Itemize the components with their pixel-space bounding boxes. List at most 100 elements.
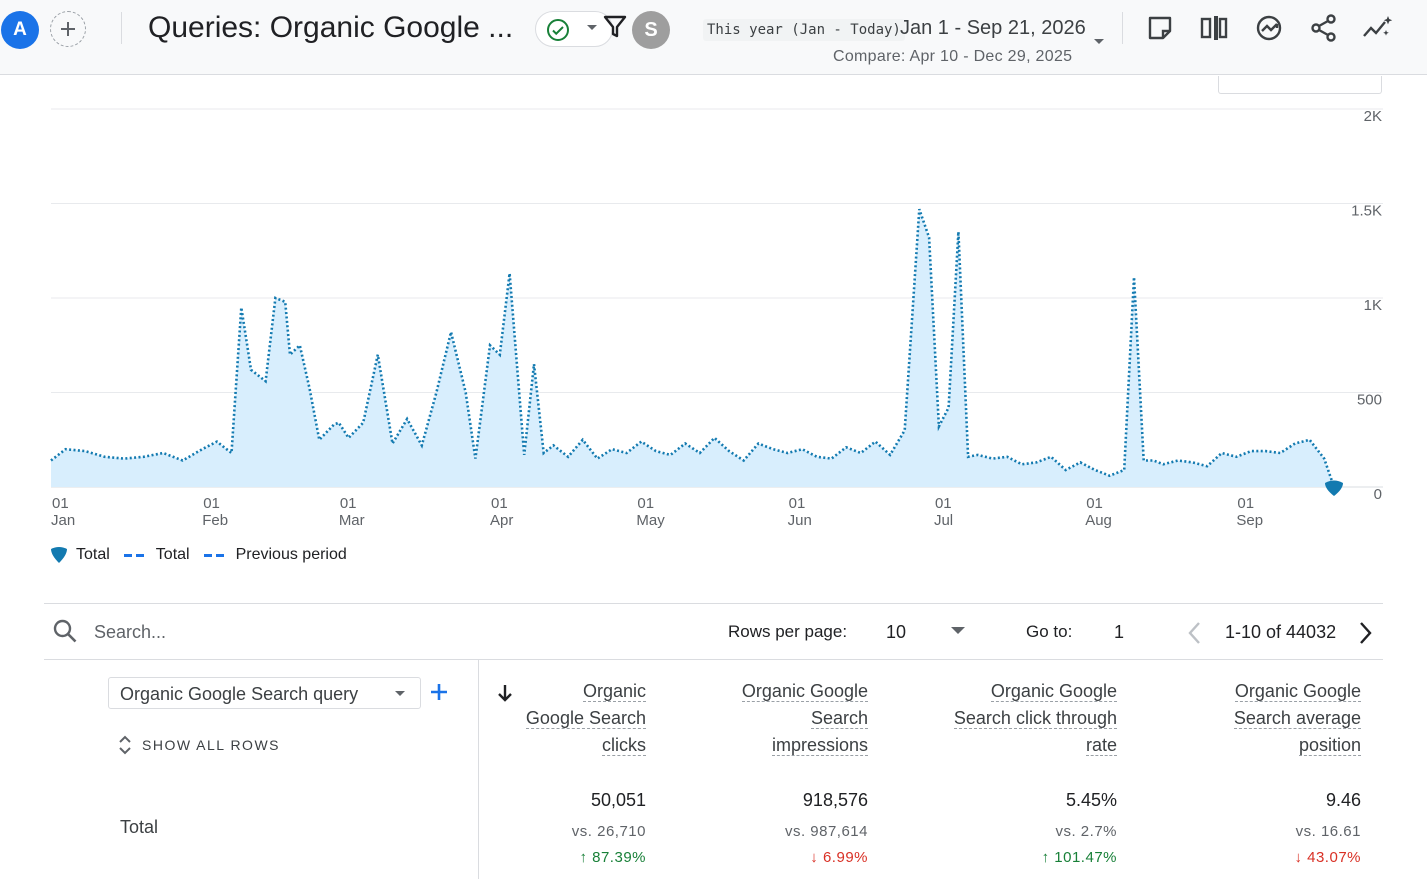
divider	[44, 603, 1383, 604]
date-range[interactable]: Jan 1 - Sep 21, 2026	[900, 17, 1086, 39]
total-row-label: Total	[120, 817, 159, 837]
x-tick-day: 01	[340, 495, 357, 512]
sort-descending-icon[interactable]	[496, 683, 514, 703]
metric-total-position: 9.46 vs. 16.61 ↓ 43.07%	[1294, 790, 1361, 866]
date-range-caret-icon[interactable]	[1093, 38, 1105, 46]
last-point-marker	[1325, 480, 1343, 496]
share-icon[interactable]	[1310, 14, 1338, 42]
filter-icon[interactable]	[603, 14, 627, 40]
column-header-ctr[interactable]: Organic Google Search click through rate	[953, 678, 1117, 759]
header-line: position	[1298, 735, 1361, 756]
header-line: Organic	[582, 681, 646, 702]
goto-label: Go to:	[1026, 622, 1073, 641]
compare-columns-icon[interactable]	[1200, 14, 1228, 42]
metric-value: 50,051	[590, 790, 646, 810]
x-tick-month: Feb	[202, 512, 228, 529]
dimension-select-value: Organic Google Search query	[120, 684, 359, 704]
expand-collapse-icon	[119, 735, 131, 755]
add-dimension-icon[interactable]	[428, 681, 450, 703]
column-divider	[478, 660, 479, 879]
metric-compare: vs. 16.61	[1295, 823, 1361, 840]
legend-label: Previous period	[235, 546, 347, 563]
user-avatar[interactable]: S	[632, 11, 670, 49]
metric-compare: vs. 987,614	[784, 823, 868, 840]
metric-change: ↑ 87.39%	[579, 849, 646, 866]
chevron-right-icon[interactable]	[1356, 620, 1374, 646]
account-avatar[interactable]: A	[1, 11, 39, 49]
x-tick-day: 01	[1086, 495, 1103, 512]
header-line: Organic Google	[1234, 681, 1361, 702]
rows-per-page-select[interactable]: 10	[886, 622, 907, 642]
caret-down-icon[interactable]	[950, 626, 966, 636]
y-tick-label: 1.5K	[1351, 203, 1382, 220]
metric-compare: vs. 26,710	[571, 823, 646, 840]
x-tick-month: Jun	[788, 512, 812, 529]
divider	[44, 659, 1383, 660]
x-tick-month: May	[636, 512, 665, 529]
report-header: A Queries: Organic Google ... S This yea…	[0, 0, 1427, 75]
legend-label: Total	[76, 546, 110, 563]
chart-option-box[interactable]	[1218, 76, 1382, 94]
add-button[interactable]	[50, 11, 86, 47]
caret-down-icon	[395, 691, 405, 696]
metric-value: 9.46	[1325, 790, 1361, 810]
y-tick-label: 500	[1357, 392, 1382, 409]
x-axis-ticks: 01Jan01Feb01Mar01Apr01May01Jun01Jul01Aug…	[51, 495, 1263, 529]
header-divider	[1122, 12, 1123, 44]
rows-per-page-label: Rows per page:	[728, 622, 848, 641]
drop-marker-icon	[51, 547, 67, 563]
date-preset-chip[interactable]: This year (Jan - Today)	[703, 19, 905, 41]
metric-total-clicks: 50,051 vs. 26,710 ↑ 87.39%	[572, 790, 646, 866]
x-tick-day: 01	[52, 495, 69, 512]
column-header-clicks[interactable]: Organic Google Search clicks	[525, 678, 646, 759]
chevron-down-icon	[587, 25, 597, 30]
column-header-position[interactable]: Organic Google Search average position	[1233, 678, 1361, 759]
goto-input[interactable]: 1	[1114, 622, 1125, 642]
check-circle-icon	[547, 19, 569, 41]
header-divider	[121, 12, 122, 44]
column-header-impressions[interactable]: Organic Google Search impressions	[741, 678, 868, 759]
x-tick-month: Apr	[490, 512, 513, 529]
pagination-status: 1-10 of 44032	[1225, 622, 1337, 642]
header-line: Search click through	[953, 708, 1117, 729]
report-title[interactable]: Queries: Organic Google ...	[148, 11, 514, 44]
y-axis-ticks: 2K 1.5K 1K 500 0	[1351, 108, 1382, 503]
search-input[interactable]	[92, 618, 396, 646]
metric-change: ↑ 101.47%	[1041, 849, 1117, 866]
show-all-rows-button[interactable]: SHOW ALL ROWS	[118, 734, 280, 756]
table-toolbar: Rows per page: 10 Go to: 1 1-10 of 44032	[44, 604, 1383, 659]
x-tick-day: 01	[491, 495, 508, 512]
status-dropdown[interactable]	[535, 11, 613, 47]
legend-item-previous-period[interactable]: Previous period	[203, 546, 347, 564]
x-tick-month: Aug	[1085, 512, 1112, 529]
dimension-select[interactable]: Organic Google Search query	[108, 677, 421, 709]
note-icon[interactable]	[1146, 14, 1174, 42]
search-icon	[53, 619, 77, 643]
series-area-total	[51, 209, 1334, 487]
x-tick-day: 01	[203, 495, 220, 512]
y-tick-label: 0	[1374, 486, 1382, 503]
legend-item-total-drop[interactable]: Total	[50, 546, 110, 564]
trend-sparkle-icon[interactable]	[1362, 14, 1394, 42]
x-tick-month: Mar	[339, 512, 365, 529]
header-line: Search	[810, 708, 868, 729]
legend-label: Total	[155, 546, 190, 563]
dash-swatch	[123, 553, 148, 557]
header-line: Google Search	[525, 708, 646, 729]
legend-item-total-dash[interactable]: Total	[123, 546, 190, 564]
x-tick-day: 01	[789, 495, 806, 512]
compare-range: Compare: Apr 10 - Dec 29, 2025	[833, 48, 1073, 65]
metric-change: ↓ 43.07%	[1294, 849, 1361, 866]
x-tick-month: Jul	[934, 512, 953, 529]
insights-icon[interactable]	[1255, 14, 1283, 42]
metric-change: ↓ 6.99%	[810, 849, 868, 866]
header-line: Organic Google	[741, 681, 868, 702]
series-line-total	[50, 208, 1336, 488]
x-tick-day: 01	[935, 495, 952, 512]
header-line: Search average	[1233, 708, 1361, 729]
y-tick-label: 1K	[1364, 297, 1382, 314]
header-line: impressions	[771, 735, 868, 756]
chevron-left-icon[interactable]	[1186, 620, 1204, 646]
header-line: rate	[1085, 735, 1117, 756]
x-tick-day: 01	[637, 495, 654, 512]
